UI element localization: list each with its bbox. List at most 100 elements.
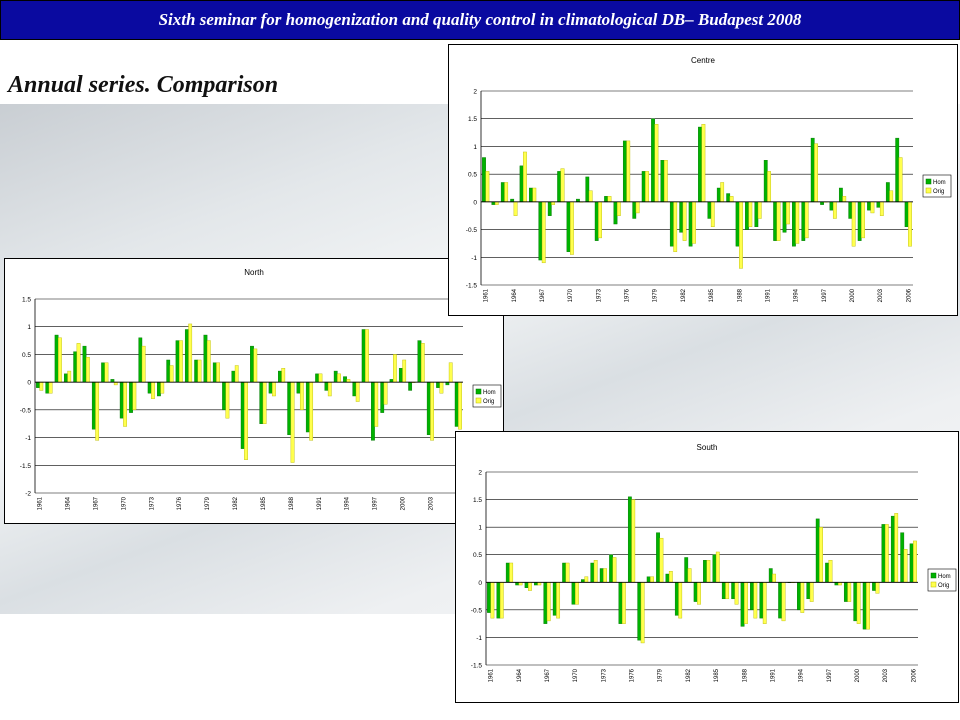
bar-hom-1983: [693, 582, 698, 602]
x-tick-label: 1997: [822, 288, 828, 302]
bar-hom-1969: [562, 562, 567, 583]
x-tick-label: 1976: [625, 288, 631, 302]
bar-hom-2001: [857, 201, 862, 241]
bar-hom-1984: [698, 126, 702, 203]
bar-hom-1994: [797, 582, 801, 611]
x-tick-label: 1961: [38, 496, 44, 510]
bar-orig-1996: [814, 143, 818, 203]
bar-orig-1990: [757, 201, 762, 219]
bar-orig-1974: [612, 557, 617, 583]
x-tick-label: 2003: [428, 496, 434, 510]
y-tick-label: -0.5: [20, 407, 32, 414]
bar-orig-1965: [528, 582, 532, 591]
chart-north: North -2 -1.5 -1 -0.5 0 0.5 1 1.5 1961 1964 1967 197…: [20, 268, 502, 510]
bar-hom-2006: [904, 201, 909, 228]
legend-swatch-orig: [930, 581, 937, 588]
bar-orig-1977: [635, 201, 640, 214]
bar-hom-1968: [547, 201, 552, 216]
bar-orig-1998: [383, 381, 388, 405]
legend-label-hom: Hom: [483, 390, 496, 396]
x-tick-label: 1970: [573, 668, 579, 682]
x-tick-label: 1994: [794, 288, 800, 302]
bar-orig-1961: [490, 582, 495, 619]
bar-hom-1996: [815, 518, 820, 583]
x-tick-label: 1994: [345, 496, 351, 510]
bar-hom-1968: [552, 582, 557, 616]
y-tick-label: 1.5: [473, 497, 482, 504]
x-tick-label: 2006: [906, 288, 912, 302]
bar-hom-1999: [838, 187, 843, 203]
bar-orig-1984: [253, 348, 258, 383]
bar-hom-1996: [810, 137, 815, 203]
bar-hom-1987: [731, 582, 736, 600]
legend-swatch-orig: [925, 187, 932, 194]
legend-label-hom: Hom: [938, 574, 951, 580]
bar-orig-1987: [734, 582, 739, 605]
bar-hom-1983: [688, 201, 693, 247]
y-tick-label: 2: [478, 470, 482, 477]
y-tick-label: -1.5: [466, 283, 478, 290]
bar-orig-1993: [337, 373, 341, 383]
bar-hom-2002: [867, 201, 871, 211]
bar-orig-1994: [795, 201, 800, 244]
bar-hom-1967: [91, 381, 96, 430]
chart-centre: Centre -1.5 -1 -0.5 0 0.5 1 1.5 2 1961 1964 1967 197…: [466, 56, 952, 302]
bar-orig-2005: [903, 548, 908, 583]
bar-orig-1992: [781, 582, 786, 622]
bar-orig-1976: [631, 499, 636, 583]
bar-orig-1976: [179, 340, 183, 383]
bar-orig-1995: [804, 201, 809, 239]
bar-orig-1982: [234, 365, 239, 383]
bar-orig-1969: [565, 562, 570, 583]
y-tick-label: -0.5: [466, 227, 478, 234]
bar-orig-1964: [67, 370, 72, 383]
bar-hom-1970: [571, 582, 576, 605]
bar-hom-1978: [194, 359, 199, 383]
bar-hom-1976: [175, 340, 180, 383]
chart-south: South -1.5 -1 -0.5 0 0.5 1 1.5 2 1961 1964 1967 1970…: [471, 443, 957, 682]
bar-orig-1964: [513, 201, 518, 216]
legend-label-orig: Orig: [933, 189, 944, 195]
bar-hom-1969: [557, 171, 562, 203]
x-tick-label: 1967: [93, 496, 99, 510]
bar-hom-1973: [147, 381, 152, 394]
x-tick-label: 1967: [540, 288, 546, 302]
x-tick-label: 1964: [517, 668, 523, 682]
bar-hom-1972: [138, 337, 143, 383]
bar-hom-2006: [454, 381, 459, 427]
bar-orig-1975: [616, 201, 621, 216]
bar-orig-1979: [654, 124, 659, 203]
bar-orig-1987: [729, 196, 734, 203]
x-tick-label: 1961: [484, 288, 490, 302]
bar-orig-1967: [95, 381, 100, 441]
bar-hom-1979: [651, 118, 655, 203]
bar-orig-1983: [692, 201, 696, 244]
bar-orig-1985: [715, 551, 720, 583]
bar-orig-1971: [132, 381, 137, 411]
bar-orig-1969: [560, 168, 565, 203]
bar-orig-2005: [898, 157, 903, 203]
x-tick-label: 1973: [596, 288, 602, 302]
bar-hom-1978: [641, 171, 646, 203]
x-tick-label: 2003: [883, 668, 889, 682]
bar-orig-2004: [889, 190, 894, 203]
bar-hom-2006: [909, 543, 914, 583]
bar-orig-1973: [598, 201, 602, 239]
bar-orig-2005: [448, 362, 453, 383]
bar-orig-1978: [645, 171, 649, 203]
bar-orig-2000: [851, 201, 856, 247]
bar-orig-1968: [556, 582, 561, 619]
bar-hom-1988: [287, 381, 292, 435]
bar-hom-1985: [259, 381, 264, 424]
bar-orig-1982: [682, 201, 687, 241]
bar-orig-2000: [856, 582, 861, 624]
chart-legend: Hom Orig: [472, 384, 502, 408]
x-tick-label: 1991: [317, 496, 323, 510]
bar-orig-1983: [697, 582, 701, 605]
x-tick-label: 1970: [568, 288, 574, 302]
bar-orig-1977: [188, 323, 193, 383]
bar-orig-1981: [678, 582, 683, 619]
bar-hom-1991: [768, 568, 773, 583]
bar-hom-1972: [590, 562, 595, 583]
x-tick-label: 1982: [233, 496, 239, 510]
